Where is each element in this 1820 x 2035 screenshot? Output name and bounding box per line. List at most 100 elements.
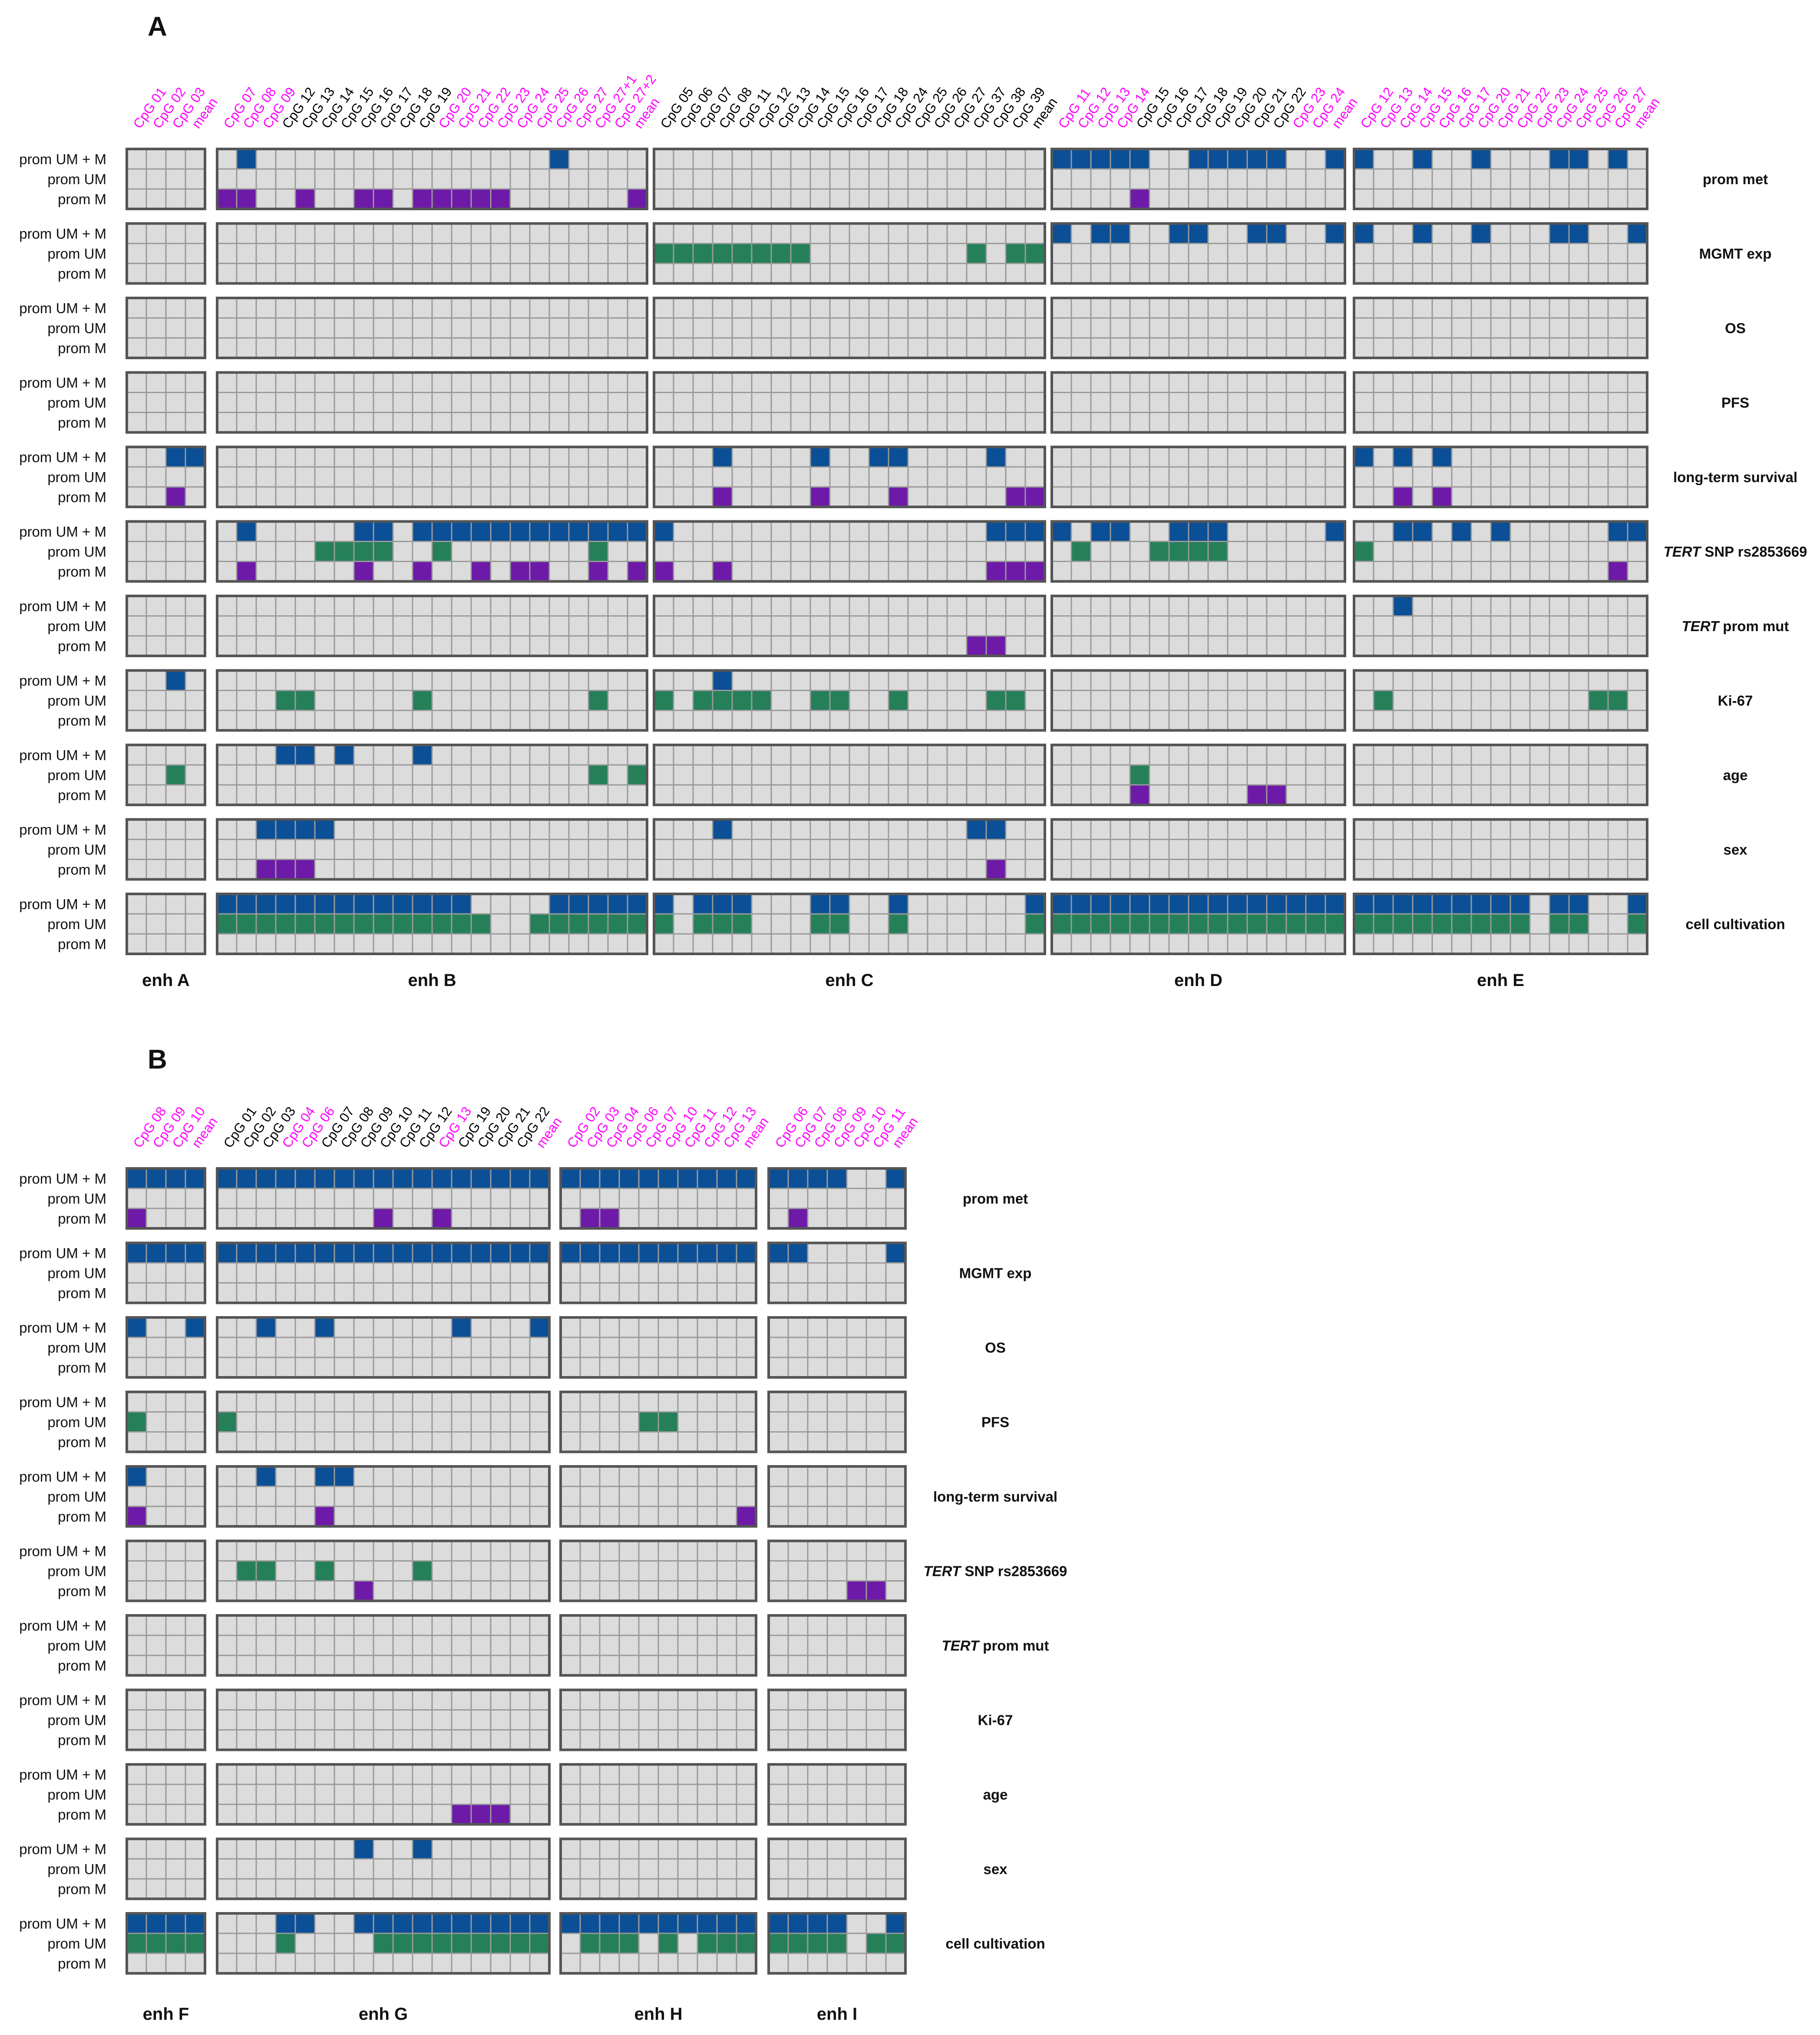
empty-cell	[846, 1615, 867, 1636]
empty-cell	[607, 744, 628, 766]
empty-cell	[373, 1615, 394, 1636]
empty-cell	[509, 243, 531, 264]
empty-cell	[1490, 486, 1511, 508]
empty-cell	[1168, 710, 1189, 731]
empty-cell	[1627, 337, 1648, 359]
empty-cell	[712, 337, 733, 359]
empty-cell	[275, 1282, 296, 1304]
block-border	[653, 371, 1046, 434]
significant-cell	[412, 1838, 433, 1860]
significant-cell	[353, 561, 374, 582]
empty-cell	[470, 1878, 492, 1899]
empty-cell	[1129, 859, 1150, 880]
empty-cell	[314, 670, 335, 691]
empty-cell	[126, 615, 147, 637]
empty-cell	[1627, 595, 1648, 617]
empty-cell	[509, 1838, 531, 1860]
empty-cell	[165, 412, 186, 433]
empty-cell	[927, 635, 948, 657]
empty-cell	[255, 1188, 277, 1209]
empty-cell	[1392, 615, 1414, 637]
empty-cell	[1227, 635, 1248, 657]
empty-cell	[1266, 859, 1287, 880]
empty-cell	[736, 1635, 757, 1656]
empty-cell	[1325, 392, 1346, 413]
empty-cell	[275, 148, 296, 170]
empty-cell	[1149, 188, 1170, 210]
empty-cell	[451, 1282, 472, 1304]
empty-cell	[1005, 541, 1026, 562]
empty-cell	[1266, 839, 1287, 860]
significant-cell	[548, 913, 570, 935]
empty-cell	[731, 859, 753, 880]
empty-cell	[1325, 710, 1346, 731]
empty-cell	[185, 635, 206, 657]
empty-cell	[599, 1580, 620, 1602]
empty-cell	[431, 1803, 453, 1825]
empty-cell	[1529, 690, 1550, 711]
significant-cell	[712, 486, 733, 508]
empty-cell	[1451, 168, 1472, 190]
empty-cell	[677, 1689, 698, 1711]
empty-cell	[1451, 670, 1472, 691]
empty-cell	[145, 670, 167, 691]
empty-cell	[275, 1635, 296, 1656]
empty-cell	[692, 337, 713, 359]
empty-cell	[1470, 263, 1492, 284]
row-label: prom UM + M	[19, 1841, 106, 1857]
empty-cell	[697, 1878, 718, 1899]
empty-cell	[1188, 243, 1209, 264]
empty-cell	[451, 223, 472, 244]
empty-cell	[431, 1635, 453, 1656]
empty-cell	[216, 372, 238, 393]
empty-cell	[255, 1580, 277, 1602]
empty-cell	[1246, 521, 1268, 542]
block-border	[216, 818, 648, 881]
empty-cell	[927, 412, 948, 433]
significant-cell	[185, 1317, 206, 1338]
empty-cell	[451, 541, 472, 562]
empty-cell	[353, 784, 374, 806]
empty-cell	[751, 615, 772, 637]
empty-cell	[807, 1466, 828, 1487]
empty-cell	[985, 263, 1007, 284]
empty-cell	[907, 446, 928, 468]
empty-cell	[790, 412, 811, 433]
empty-cell	[451, 1431, 472, 1453]
empty-cell	[1373, 317, 1394, 339]
empty-cell	[185, 317, 206, 339]
empty-cell	[1005, 859, 1026, 880]
empty-cell	[185, 392, 206, 413]
significant-cell	[275, 690, 296, 711]
empty-cell	[412, 1635, 433, 1656]
empty-cell	[829, 243, 850, 264]
empty-cell	[770, 595, 792, 617]
empty-cell	[1431, 392, 1453, 413]
empty-cell	[236, 263, 257, 284]
row-label: prom UM + M	[19, 449, 106, 465]
empty-cell	[1510, 561, 1531, 582]
significant-cell	[294, 859, 316, 880]
empty-cell	[529, 595, 550, 617]
empty-cell	[451, 1506, 472, 1527]
empty-cell	[731, 188, 753, 210]
empty-cell	[392, 148, 413, 170]
empty-cell	[1353, 263, 1374, 284]
empty-cell	[1149, 168, 1170, 190]
empty-cell	[1285, 297, 1307, 319]
empty-cell	[1451, 188, 1472, 210]
empty-cell	[509, 710, 531, 731]
empty-cell	[809, 521, 831, 542]
empty-cell	[1568, 784, 1589, 806]
empty-cell	[1490, 819, 1511, 840]
empty-cell	[373, 1764, 394, 1785]
empty-cell	[946, 670, 968, 691]
significant-cell	[392, 1242, 413, 1264]
empty-cell	[985, 148, 1007, 170]
empty-cell	[966, 893, 987, 915]
empty-cell	[607, 933, 628, 955]
empty-cell	[657, 1764, 679, 1785]
empty-cell	[236, 1262, 257, 1284]
empty-cell	[145, 859, 167, 880]
significant-cell	[431, 1168, 453, 1189]
